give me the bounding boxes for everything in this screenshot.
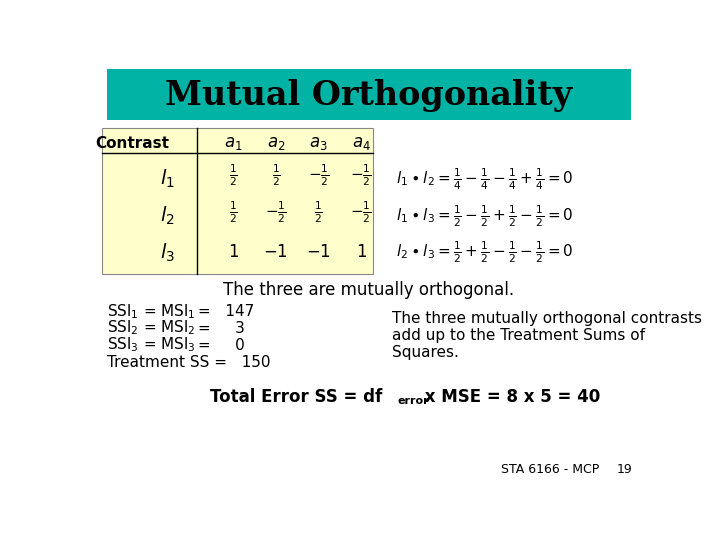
Text: =     0: = 0: [199, 338, 246, 353]
Text: SSl$_2$: SSl$_2$: [107, 319, 138, 338]
Text: 19: 19: [617, 463, 632, 476]
Text: $l_1$: $l_1$: [160, 167, 175, 190]
FancyBboxPatch shape: [102, 128, 373, 274]
Text: $a_1$: $a_1$: [224, 135, 243, 152]
Text: = MSl$_3$: = MSl$_3$: [143, 336, 197, 354]
Text: $a_4$: $a_4$: [352, 135, 371, 152]
Text: $-\frac{1}{2}$: $-\frac{1}{2}$: [351, 163, 372, 188]
Text: $l_1 \bullet l_3 = \frac{1}{2} - \frac{1}{2} + \frac{1}{2} - \frac{1}{2} = 0$: $l_1 \bullet l_3 = \frac{1}{2} - \frac{1…: [396, 203, 574, 228]
Text: $a_3$: $a_3$: [310, 135, 328, 152]
Text: $1$: $1$: [228, 244, 239, 261]
Text: $-\frac{1}{2}$: $-\frac{1}{2}$: [265, 200, 287, 225]
Text: $\frac{1}{2}$: $\frac{1}{2}$: [229, 163, 238, 188]
Text: $-\frac{1}{2}$: $-\frac{1}{2}$: [351, 200, 372, 225]
Text: $a_2$: $a_2$: [267, 135, 285, 152]
Text: Squares.: Squares.: [392, 345, 459, 360]
Text: $-1$: $-1$: [306, 244, 331, 261]
Text: $-1$: $-1$: [264, 244, 289, 261]
Text: = MSl$_2$: = MSl$_2$: [143, 319, 196, 338]
Text: The three are mutually orthogonal.: The three are mutually orthogonal.: [223, 281, 515, 299]
Text: $1$: $1$: [356, 244, 366, 261]
Text: SSl$_1$: SSl$_1$: [107, 302, 138, 321]
Text: $l_1 \bullet l_2 = \frac{1}{4} - \frac{1}{4} - \frac{1}{4} + \frac{1}{4} = 0$: $l_1 \bullet l_2 = \frac{1}{4} - \frac{1…: [396, 166, 574, 192]
Text: STA 6166 - MCP: STA 6166 - MCP: [500, 463, 599, 476]
Text: SSl$_3$: SSl$_3$: [107, 336, 139, 354]
Text: $l_3$: $l_3$: [160, 241, 175, 264]
Text: $-\frac{1}{2}$: $-\frac{1}{2}$: [308, 163, 330, 188]
Text: $l_2$: $l_2$: [160, 205, 175, 227]
Text: $\frac{1}{2}$: $\frac{1}{2}$: [229, 200, 238, 225]
Text: $l_2 \bullet l_3 = \frac{1}{2} + \frac{1}{2} - \frac{1}{2} - \frac{1}{2} = 0$: $l_2 \bullet l_3 = \frac{1}{2} + \frac{1…: [396, 240, 574, 266]
Text: Treatment SS =   150: Treatment SS = 150: [107, 355, 271, 369]
Text: =   147: = 147: [199, 303, 255, 319]
Text: Mutual Orthogonality: Mutual Orthogonality: [166, 79, 572, 112]
Text: x MSE = 8 x 5 = 40: x MSE = 8 x 5 = 40: [419, 388, 600, 407]
Text: $\frac{1}{2}$: $\frac{1}{2}$: [271, 163, 280, 188]
Text: error: error: [397, 396, 429, 406]
Text: Total Error SS = df: Total Error SS = df: [210, 388, 382, 407]
Text: The three mutually orthogonal contrasts: The three mutually orthogonal contrasts: [392, 312, 702, 326]
Text: = MSl$_1$: = MSl$_1$: [143, 302, 196, 321]
Text: add up to the Treatment Sums of: add up to the Treatment Sums of: [392, 328, 645, 343]
Text: Contrast: Contrast: [96, 136, 170, 151]
Text: $\frac{1}{2}$: $\frac{1}{2}$: [314, 200, 323, 225]
FancyBboxPatch shape: [107, 70, 631, 120]
Text: =     3: = 3: [199, 321, 246, 336]
